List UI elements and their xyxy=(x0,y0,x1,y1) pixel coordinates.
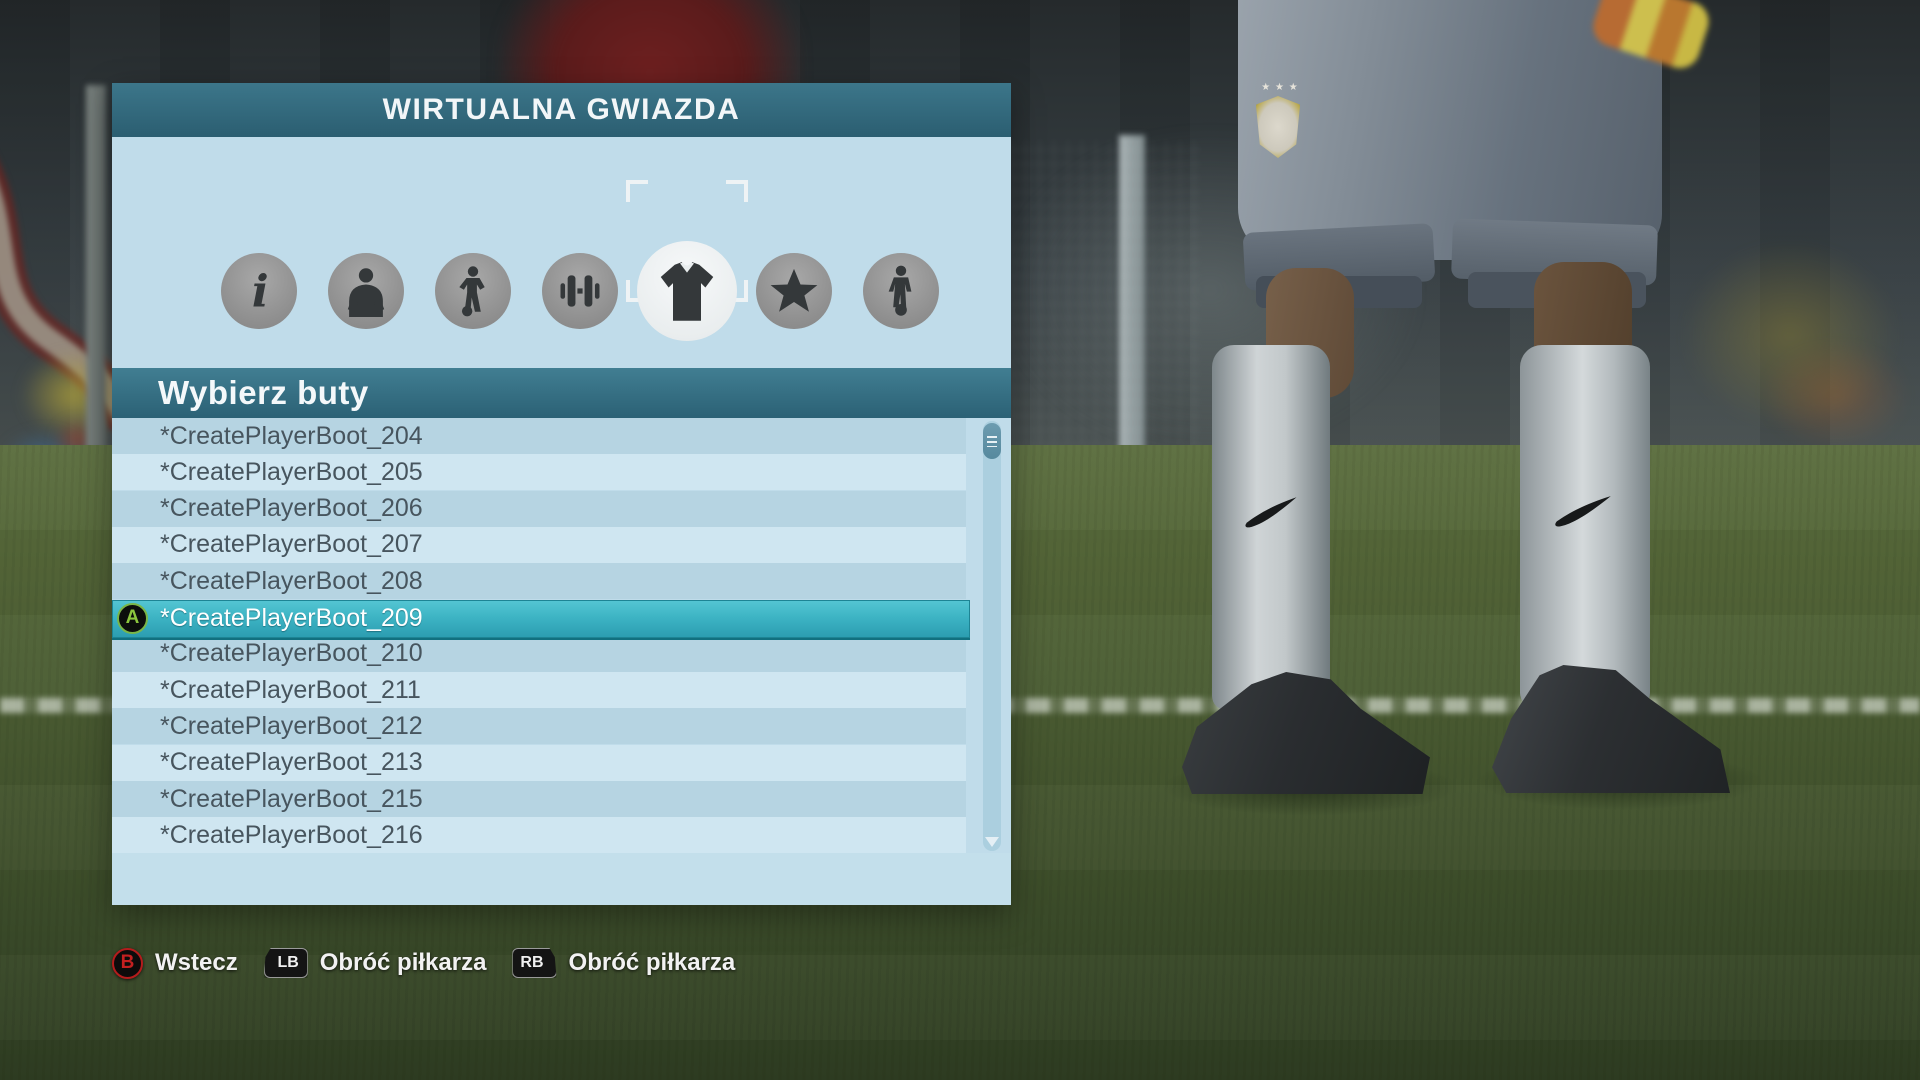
list-item[interactable]: *CreatePlayerBoot_207 xyxy=(112,526,966,563)
goal-post-icon xyxy=(1119,135,1145,450)
list-item[interactable]: *CreatePlayerBoot_205 xyxy=(112,454,966,491)
tab-kit[interactable] xyxy=(637,241,737,341)
boot-name: *CreatePlayerBoot_213 xyxy=(160,748,423,777)
nike-swoosh-icon xyxy=(1555,496,1611,527)
tab-attributes[interactable] xyxy=(756,253,832,329)
hint-label: Obróć piłkarza xyxy=(319,949,487,976)
controller-hints: B Wstecz LB Obróć piłkarza RB Obróć piłkarza xyxy=(112,944,735,982)
tab-bust[interactable] xyxy=(328,253,404,329)
list-item[interactable]: *CreatePlayerBoot_213 xyxy=(112,744,966,781)
panel-footer-area xyxy=(112,853,1011,905)
a-button-icon: A xyxy=(117,602,148,634)
boot-name: *CreatePlayerBoot_216 xyxy=(160,820,423,849)
list-header: Wybierz buty xyxy=(112,368,1011,418)
list-item[interactable]: *CreatePlayerBoot_208 xyxy=(112,563,966,600)
hint-label: Wstecz xyxy=(155,949,238,976)
hint-b: B Wstecz xyxy=(112,947,238,979)
b-button-icon: B xyxy=(112,947,143,979)
boot-name: *CreatePlayerBoot_215 xyxy=(160,784,423,813)
nike-swoosh-icon xyxy=(1245,497,1297,528)
tab-training[interactable] xyxy=(542,253,618,329)
list-header-label: Wybierz buty xyxy=(158,374,369,411)
boot-name: *CreatePlayerBoot_204 xyxy=(160,421,423,450)
svg-text:i: i xyxy=(252,267,269,317)
cbf-stars: ★ ★ ★ xyxy=(1261,82,1299,93)
tab-body[interactable] xyxy=(435,253,511,329)
hint-label: Obróć piłkarza xyxy=(568,949,736,976)
boot-name: *CreatePlayerBoot_209 xyxy=(160,604,423,632)
boot-name: *CreatePlayerBoot_208 xyxy=(160,566,423,595)
boot-name: *CreatePlayerBoot_206 xyxy=(160,494,423,523)
list-item[interactable]: *CreatePlayerBoot_210 xyxy=(112,635,966,672)
goalkeeper-left-sock xyxy=(1212,345,1330,710)
scrollbar-thumb[interactable] xyxy=(983,423,1001,459)
list-item[interactable]: *CreatePlayerBoot_216 xyxy=(112,817,966,854)
graffiti-blob xyxy=(1680,240,1900,430)
goalkeeper-shorts xyxy=(1238,0,1662,260)
boot-name: *CreatePlayerBoot_205 xyxy=(160,457,423,486)
hint-rb: RB Obróć piłkarza xyxy=(512,948,735,978)
page-title: WIRTUALNA GWIAZDA xyxy=(382,93,741,126)
list-item[interactable]: *CreatePlayerBoot_206 xyxy=(112,490,966,527)
boot-name: *CreatePlayerBoot_207 xyxy=(160,530,423,559)
list-item[interactable]: *CreatePlayerBoot_215 xyxy=(112,781,966,817)
goalkeeper-right-sock xyxy=(1520,345,1650,707)
list-item[interactable]: *CreatePlayerBoot_204 xyxy=(112,418,966,454)
boot-list: *CreatePlayerBoot_204 *CreatePlayerBoot_2… xyxy=(112,418,1011,854)
rb-bumper-icon: RB xyxy=(512,948,557,978)
goal-net xyxy=(1011,140,1201,445)
scrollbar[interactable] xyxy=(983,421,1001,851)
lb-bumper-icon: LB xyxy=(263,948,308,978)
list-item[interactable]: *CreatePlayerBoot_212 xyxy=(112,708,966,745)
list-item-selected[interactable]: A *CreatePlayerBoot_209 xyxy=(112,599,970,638)
category-tab-row: i xyxy=(112,137,1011,422)
panel-title-bar: WIRTUALNA GWIAZDA xyxy=(112,83,1011,137)
list-item[interactable]: *CreatePlayerBoot_211 xyxy=(112,672,966,709)
tab-info[interactable]: i xyxy=(221,253,297,329)
boot-name: *CreatePlayerBoot_212 xyxy=(160,711,423,740)
hint-lb: LB Obróć piłkarza xyxy=(263,948,487,978)
scroll-down-arrow-icon[interactable] xyxy=(985,837,999,847)
boot-name: *CreatePlayerBoot_210 xyxy=(160,639,423,668)
goal-post-icon xyxy=(86,85,106,450)
tab-gameplay[interactable] xyxy=(863,253,939,329)
virtual-pro-panel: WIRTUALNA GWIAZDA i Wybierz buty *Create… xyxy=(112,83,1011,905)
boot-name: *CreatePlayerBoot_211 xyxy=(160,675,421,704)
graffiti-blob xyxy=(1760,340,1910,450)
